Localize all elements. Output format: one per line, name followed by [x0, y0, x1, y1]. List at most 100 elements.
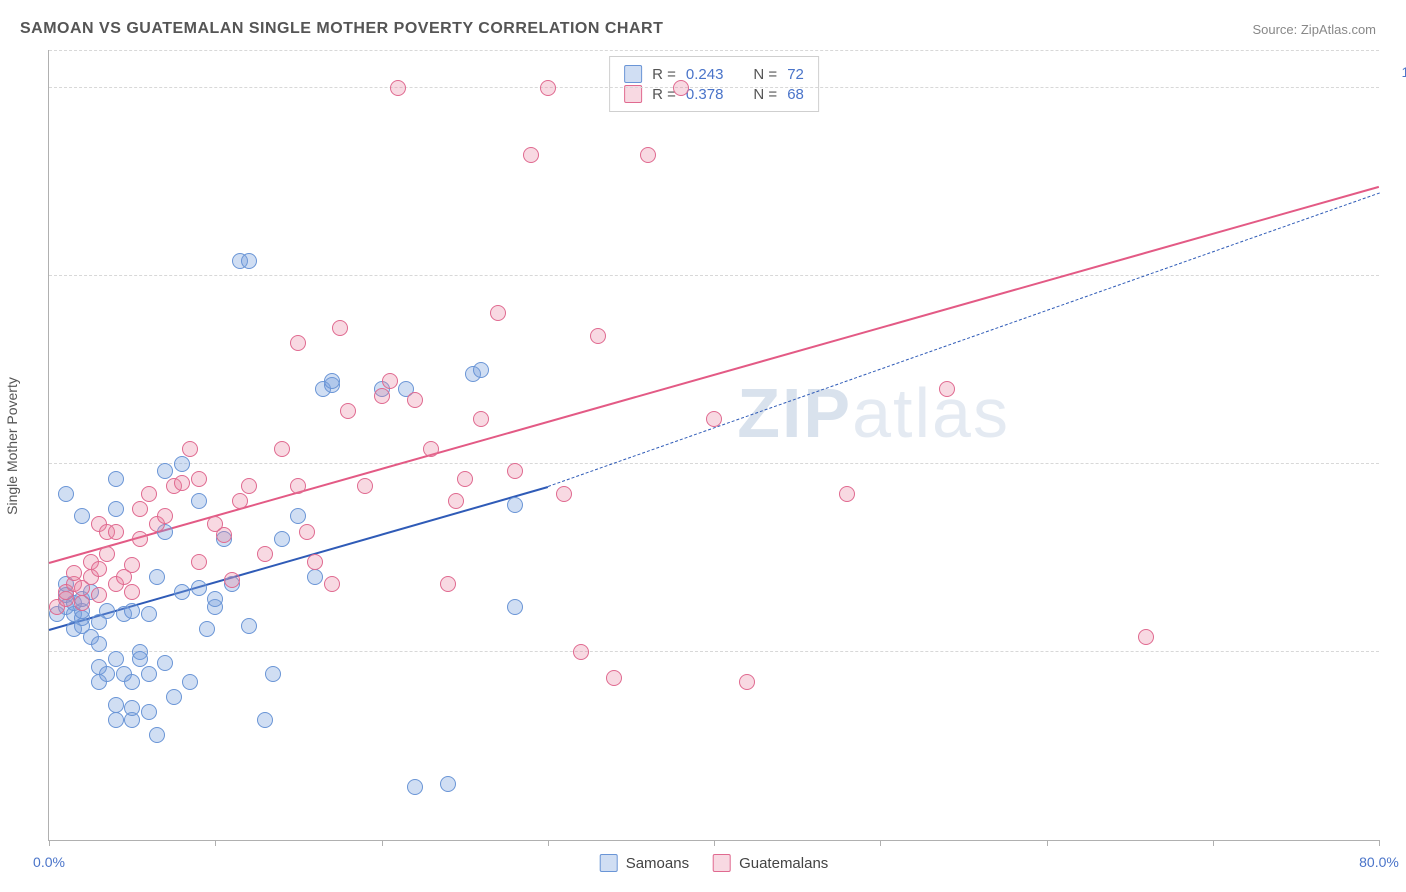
- scatter-point: [290, 478, 306, 494]
- gridline-h: [49, 463, 1379, 464]
- legend-swatch: [713, 854, 731, 872]
- scatter-point: [132, 501, 148, 517]
- x-tick-mark: [215, 840, 216, 846]
- x-tick-mark: [1213, 840, 1214, 846]
- scatter-point: [66, 565, 82, 581]
- scatter-point: [423, 441, 439, 457]
- scatter-point: [108, 651, 124, 667]
- scatter-point: [207, 591, 223, 607]
- scatter-point: [149, 569, 165, 585]
- scatter-point: [124, 674, 140, 690]
- y-tick-label: 100.0%: [1389, 64, 1406, 80]
- scatter-point: [473, 362, 489, 378]
- x-tick-mark: [1379, 840, 1380, 846]
- scatter-point: [490, 305, 506, 321]
- chart-title: SAMOAN VS GUATEMALAN SINGLE MOTHER POVER…: [20, 20, 663, 38]
- scatter-point: [241, 253, 257, 269]
- gridline-h: [49, 87, 1379, 88]
- scatter-point: [91, 587, 107, 603]
- watermark: ZIPatlas: [737, 373, 1010, 453]
- scatter-point: [191, 554, 207, 570]
- stats-row: R =0.378N =68: [624, 85, 804, 103]
- stat-n-label: N =: [753, 66, 777, 83]
- scatter-point: [839, 486, 855, 502]
- scatter-point: [307, 554, 323, 570]
- scatter-point: [174, 456, 190, 472]
- scatter-point: [448, 493, 464, 509]
- stat-n-label: N =: [753, 86, 777, 103]
- plot-area: ZIPatlas R =0.243N =72R =0.378N =68 Samo…: [48, 50, 1379, 841]
- scatter-point: [257, 712, 273, 728]
- x-tick-mark: [714, 840, 715, 846]
- source-label: Source: ZipAtlas.com: [1252, 22, 1376, 37]
- scatter-point: [108, 697, 124, 713]
- scatter-point: [673, 80, 689, 96]
- legend-item: Samoans: [600, 854, 689, 872]
- scatter-point: [606, 670, 622, 686]
- scatter-point: [241, 618, 257, 634]
- scatter-point: [257, 546, 273, 562]
- scatter-point: [74, 508, 90, 524]
- scatter-point: [556, 486, 572, 502]
- scatter-point: [407, 779, 423, 795]
- x-tick-mark: [880, 840, 881, 846]
- scatter-point: [199, 621, 215, 637]
- scatter-point: [216, 527, 232, 543]
- scatter-point: [407, 392, 423, 408]
- stat-r-value: 0.243: [686, 66, 724, 83]
- scatter-point: [174, 584, 190, 600]
- scatter-point: [141, 486, 157, 502]
- x-tick-mark: [382, 840, 383, 846]
- scatter-point: [241, 478, 257, 494]
- scatter-point: [132, 531, 148, 547]
- legend-label: Samoans: [626, 855, 689, 872]
- y-tick-label: 25.0%: [1389, 628, 1406, 644]
- scatter-point: [382, 373, 398, 389]
- y-tick-label: 50.0%: [1389, 440, 1406, 456]
- scatter-point: [324, 373, 340, 389]
- scatter-point: [182, 441, 198, 457]
- scatter-point: [440, 576, 456, 592]
- scatter-point: [299, 524, 315, 540]
- gridline-h: [49, 275, 1379, 276]
- x-tick-label: 80.0%: [1359, 854, 1399, 870]
- scatter-point: [224, 572, 240, 588]
- scatter-point: [390, 80, 406, 96]
- scatter-point: [290, 335, 306, 351]
- scatter-point: [141, 704, 157, 720]
- scatter-point: [191, 471, 207, 487]
- scatter-point: [1138, 629, 1154, 645]
- scatter-point: [440, 776, 456, 792]
- scatter-point: [324, 576, 340, 592]
- scatter-point: [108, 501, 124, 517]
- scatter-point: [473, 411, 489, 427]
- x-tick-mark: [1047, 840, 1048, 846]
- scatter-point: [124, 603, 140, 619]
- scatter-point: [706, 411, 722, 427]
- scatter-point: [290, 508, 306, 524]
- scatter-point: [307, 569, 323, 585]
- scatter-point: [457, 471, 473, 487]
- scatter-point: [540, 80, 556, 96]
- scatter-point: [124, 700, 140, 716]
- scatter-point: [141, 606, 157, 622]
- legend-swatch: [624, 85, 642, 103]
- scatter-point: [374, 388, 390, 404]
- scatter-point: [640, 147, 656, 163]
- scatter-point: [108, 524, 124, 540]
- scatter-point: [141, 666, 157, 682]
- scatter-point: [91, 636, 107, 652]
- scatter-point: [507, 463, 523, 479]
- stat-r-value: 0.378: [686, 86, 724, 103]
- legend-label: Guatemalans: [739, 855, 828, 872]
- scatter-point: [58, 486, 74, 502]
- scatter-point: [232, 493, 248, 509]
- scatter-point: [99, 546, 115, 562]
- scatter-point: [265, 666, 281, 682]
- y-tick-label: 75.0%: [1389, 252, 1406, 268]
- stats-row: R =0.243N =72: [624, 65, 804, 83]
- legend-swatch: [600, 854, 618, 872]
- scatter-point: [274, 441, 290, 457]
- scatter-point: [939, 381, 955, 397]
- stat-n-value: 68: [787, 86, 804, 103]
